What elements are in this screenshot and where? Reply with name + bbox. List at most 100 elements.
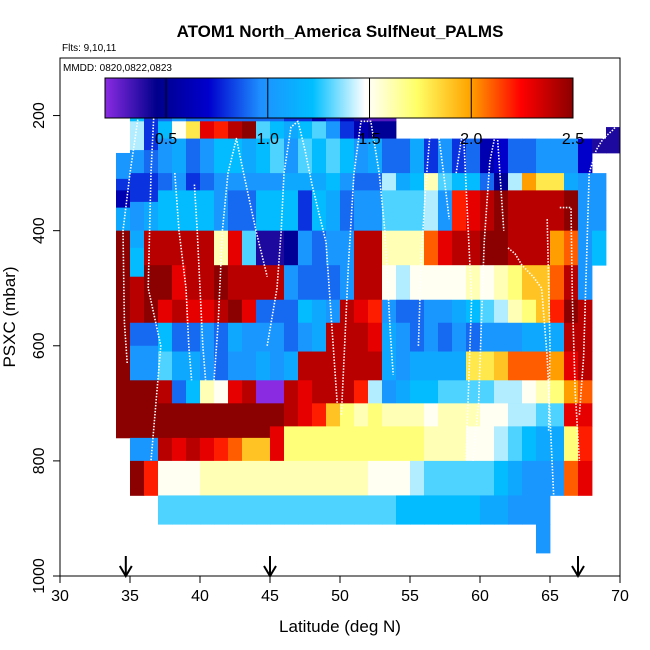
heatmap-cell: [144, 299, 159, 324]
heatmap-cell: [452, 380, 467, 404]
heatmap-cell: [130, 380, 145, 410]
heatmap-cell: [214, 121, 229, 139]
heatmap-cell: [298, 495, 313, 525]
heatmap-cell: [214, 351, 229, 381]
heatmap-cell: [550, 230, 565, 266]
heatmap-cell: [480, 190, 495, 232]
heatmap-cell: [186, 190, 201, 232]
heatmap-cell: [494, 190, 509, 232]
heatmap-cell: [158, 437, 173, 462]
heatmap-cell: [592, 230, 607, 266]
heatmap-cell: [452, 495, 467, 525]
heatmap-cell: [340, 351, 355, 381]
heatmap-cell: [536, 190, 551, 232]
heatmap-cell: [326, 173, 341, 191]
heatmap-cell: [326, 138, 341, 174]
heatmap-cell: [410, 460, 425, 496]
heatmap-cell: [564, 460, 579, 496]
heatmap-cell: [564, 380, 579, 404]
heatmap-cell: [312, 495, 327, 525]
heatmap-cell: [382, 138, 397, 174]
heatmap-cell: [368, 426, 383, 462]
heatmap-cell: [410, 265, 425, 301]
heatmap-cell: [522, 138, 537, 174]
heatmap-cell: [172, 437, 187, 462]
heatmap-cell: [396, 190, 411, 232]
heatmap-cell: [214, 495, 229, 525]
heatmap-cell: [228, 173, 243, 191]
flight-track-line: [266, 120, 338, 404]
heatmap-cell: [242, 138, 257, 174]
heatmap-cell: [256, 460, 271, 496]
heatmap-cell: [522, 265, 537, 301]
heatmap-cell: [326, 190, 341, 232]
heatmap-cell: [494, 426, 509, 462]
heatmap-cell: [144, 380, 159, 410]
heatmap-cell: [578, 230, 593, 266]
heatmap-cell: [270, 351, 285, 381]
heatmap-cell: [144, 201, 159, 232]
arrow-head: [571, 565, 585, 578]
heatmap-cell: [256, 230, 271, 266]
heatmap-cell: [144, 460, 159, 496]
heatmap-cell: [312, 322, 327, 352]
heatmap-cell: [256, 495, 271, 525]
heatmap-cell: [270, 495, 285, 525]
heatmap-cell: [536, 173, 551, 191]
heatmap-cell: [130, 345, 145, 381]
heatmap-cell: [298, 299, 313, 324]
heatmap-cell: [410, 299, 425, 324]
heatmap-cell: [172, 299, 187, 324]
flight-track-line: [472, 126, 505, 461]
x-axis-label: Latitude (deg N): [279, 617, 401, 636]
heatmap-cell: [578, 380, 593, 404]
heatmap-cells: [116, 98, 621, 554]
heatmap-cell: [158, 460, 173, 496]
heatmap-cell: [312, 426, 327, 462]
heatmap-cell: [522, 351, 537, 381]
heatmap-cell: [186, 230, 201, 266]
heatmap-cell: [256, 190, 271, 232]
heatmap-cell: [396, 426, 411, 462]
heatmap-cell: [410, 173, 425, 191]
heatmap-cell: [284, 322, 299, 352]
heatmap-cell: [228, 265, 243, 301]
heatmap-cell: [242, 265, 257, 301]
heatmap-cell: [270, 380, 285, 404]
heatmap-cell: [340, 460, 355, 496]
heatmap-cell: [214, 322, 229, 352]
heatmap-cell: [172, 230, 187, 266]
heatmap-cell: [508, 322, 523, 352]
heatmap-cell: [284, 138, 299, 174]
heatmap-cell: [242, 190, 257, 232]
heatmap-cell: [522, 299, 537, 324]
heatmap-cell: [480, 230, 495, 266]
heatmap-cell: [186, 265, 201, 301]
x-tick-label: 40: [191, 588, 209, 605]
flight-track-line: [122, 114, 153, 364]
heatmap-cell: [508, 380, 523, 404]
heatmap-cell: [242, 173, 257, 191]
heatmap-cell: [438, 173, 453, 191]
heatmap-cell: [382, 322, 397, 352]
heatmap-cell: [550, 190, 565, 232]
heatmap-cell: [466, 173, 481, 191]
heatmap-cell: [480, 495, 495, 525]
heatmap-cell: [438, 460, 453, 496]
heatmap-cell: [200, 190, 215, 232]
heatmap-cell: [158, 173, 173, 191]
heatmap-cell: [368, 380, 383, 404]
heatmap-cell: [186, 351, 201, 381]
heatmap-cell: [480, 173, 495, 191]
heatmap-cell: [382, 403, 397, 427]
heatmap-cell: [200, 380, 215, 404]
heatmap-cell: [452, 403, 467, 427]
heatmap-cell: [228, 437, 243, 462]
heatmap-cell: [382, 460, 397, 496]
heatmap-cell: [144, 115, 159, 151]
heatmap-cell: [410, 351, 425, 381]
heatmap-cell: [396, 299, 411, 324]
heatmap-cell: [228, 460, 243, 496]
heatmap-cell: [466, 230, 481, 266]
heatmap-cell: [144, 265, 159, 301]
